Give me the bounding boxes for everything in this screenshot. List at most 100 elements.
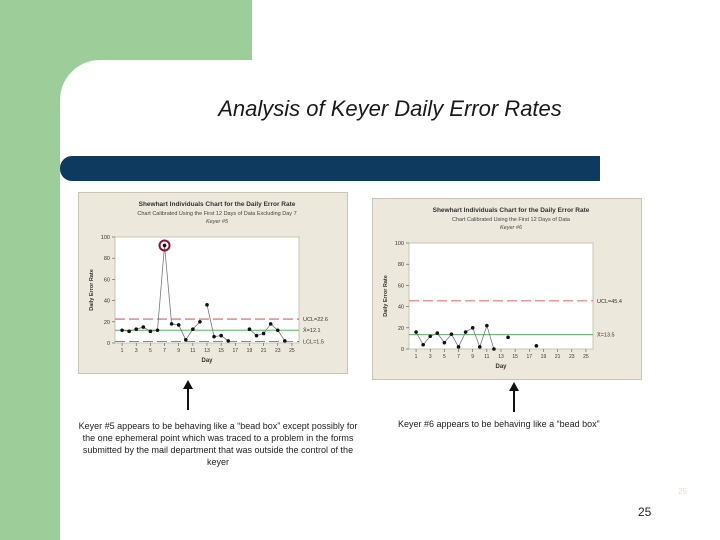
chart2-y-tick-label: 100 <box>395 241 404 247</box>
arrow-head-keyer-5 <box>183 380 193 389</box>
chart1-x-tick-label: 11 <box>190 348 195 354</box>
chart1-data-point <box>183 338 188 342</box>
chart1-data-point <box>176 323 181 327</box>
chart2-x-tick-label: 5 <box>443 354 446 360</box>
chart1-data-point <box>162 243 167 248</box>
chart2-x-tick-label: 19 <box>541 354 547 360</box>
chart1-data-point <box>283 339 287 343</box>
page-number: 25 <box>638 505 652 519</box>
chart2-y-tick-label: 60 <box>398 283 404 289</box>
chart2-series-line <box>415 324 495 350</box>
chart2-data-point <box>463 330 468 334</box>
chart2-data-point <box>435 331 440 335</box>
chart1-subtitle2: Keyer #5 <box>206 219 229 225</box>
chart2-x-tick-label: 25 <box>583 354 589 360</box>
chart1-x-tick-label: 5 <box>149 348 152 354</box>
chart2-subtitle: Chart Calibrated Using the First 12 Days… <box>452 217 571 223</box>
chart1-y-tick-label: 80 <box>104 256 110 262</box>
chart1-data-point <box>261 331 266 336</box>
arrow-keyer-5 <box>187 388 189 410</box>
chart1-y-tick-label: 40 <box>104 299 110 305</box>
chart2-data-point <box>449 332 454 336</box>
chart2-title: Shewhart Individuals Chart for the Daily… <box>433 207 590 214</box>
chart1-data-point <box>148 329 153 334</box>
chart1-data-point <box>134 327 139 332</box>
chart1-x-tick-label: 7 <box>163 348 166 354</box>
chart2-x-axis-label: Day <box>495 364 507 370</box>
chart2-reference-label: UCL=45.4 <box>597 299 622 305</box>
chart2-data-point <box>414 330 418 334</box>
chart-keyer-5: Shewhart Individuals Chart for the Daily… <box>78 192 348 374</box>
chart2-y-tick-label: 40 <box>398 305 404 311</box>
chart2-data-point <box>442 340 447 345</box>
chart1-data-point <box>254 333 259 338</box>
chart1-data-point <box>219 333 223 338</box>
chart1-data-point <box>268 322 273 326</box>
chart2-data-point <box>477 345 482 349</box>
chart1-x-tick-label: 3 <box>135 348 138 354</box>
chart1-x-tick-label: 23 <box>275 348 281 354</box>
chart2-data-point <box>421 342 425 347</box>
chart-keyer-6-svg: Shewhart Individuals Chart for the Daily… <box>383 207 622 370</box>
chart1-reference-label: X̄=12.1 <box>303 327 321 334</box>
chart1-data-point <box>169 322 174 326</box>
chart2-data-point <box>485 323 489 328</box>
chart1-x-tick-label: 17 <box>233 348 239 354</box>
chart1-x-tick-label: 19 <box>247 348 253 354</box>
chart1-data-point <box>205 303 209 307</box>
chart1-x-axis-label: Day <box>201 358 213 364</box>
chart2-x-tick-label: 7 <box>457 354 460 360</box>
chart1-data-point <box>226 339 231 343</box>
chart2-x-tick-label: 17 <box>527 354 533 360</box>
chart2-x-tick-label: 15 <box>512 354 518 360</box>
chart1-x-tick-label: 13 <box>204 348 210 354</box>
chart2-x-tick-label: 9 <box>471 354 474 360</box>
chart1-data-point <box>141 325 146 329</box>
chart1-highlight-circle <box>158 239 171 252</box>
slide-title: Analysis of Keyer Daily Error Rates <box>218 96 562 121</box>
chart2-plot-area <box>408 242 594 350</box>
chart1-y-tick-label: 0 <box>107 341 110 347</box>
chart1-data-point <box>212 334 216 339</box>
chart-keyer-5-svg: Shewhart Individuals Chart for the Daily… <box>89 201 328 364</box>
chart2-x-tick-label: 21 <box>555 354 561 360</box>
chart1-data-point <box>127 329 131 334</box>
chart2-x-tick-label: 11 <box>484 354 489 360</box>
chart1-x-tick-label: 1 <box>121 348 124 354</box>
chart1-series-line <box>206 304 229 342</box>
ghost-page-number: 25 <box>678 487 687 496</box>
chart1-title: Shewhart Individuals Chart for the Daily… <box>139 201 296 208</box>
chart2-x-tick-label: 23 <box>569 354 575 360</box>
chart2-data-point <box>534 344 539 348</box>
chart1-x-tick-label: 21 <box>261 348 267 354</box>
arrow-keyer-6 <box>513 390 515 412</box>
chart2-y-tick-label: 20 <box>398 326 404 332</box>
chart1-data-point <box>198 320 202 324</box>
caption-keyer-5: Keyer #5 appears to be behaving like a “… <box>78 421 358 467</box>
chart2-y-axis-label: Daily Error Rate <box>383 275 389 317</box>
chart2-y-tick-label: 80 <box>398 262 404 268</box>
chart1-data-point <box>120 328 124 333</box>
chart2-x-tick-label: 13 <box>498 354 504 360</box>
chart-keyer-6: Shewhart Individuals Chart for the Daily… <box>372 198 642 380</box>
chart2-reference-label: X̄=13.5 <box>597 332 615 339</box>
caption-keyer-6: Keyer #6 appears to be behaving like a “… <box>398 419 600 429</box>
arrow-head-keyer-6 <box>509 382 519 391</box>
chart1-x-tick-label: 25 <box>289 348 295 354</box>
chart2-x-tick-label: 1 <box>415 354 418 360</box>
chart2-data-point <box>506 335 510 340</box>
chart1-reference-label: LCL=1.5 <box>303 339 324 345</box>
chart1-y-axis-label: Daily Error Rate <box>89 269 95 311</box>
chart1-data-point <box>191 327 195 332</box>
chart2-y-tick-label: 0 <box>401 347 404 353</box>
title-banner <box>60 156 600 181</box>
chart1-reference-label: UCL=22.6 <box>303 317 328 323</box>
chart2-data-point <box>456 345 461 349</box>
chart1-data-point <box>275 328 280 333</box>
chart2-subtitle2: Keyer #6 <box>500 225 523 231</box>
chart1-subtitle: Chart Calibrated Using the First 12 Days… <box>137 211 296 217</box>
chart1-y-tick-label: 60 <box>104 277 110 283</box>
chart1-data-point <box>155 328 160 333</box>
chart1-y-tick-label: 100 <box>101 235 110 241</box>
chart2-data-point <box>492 347 496 351</box>
